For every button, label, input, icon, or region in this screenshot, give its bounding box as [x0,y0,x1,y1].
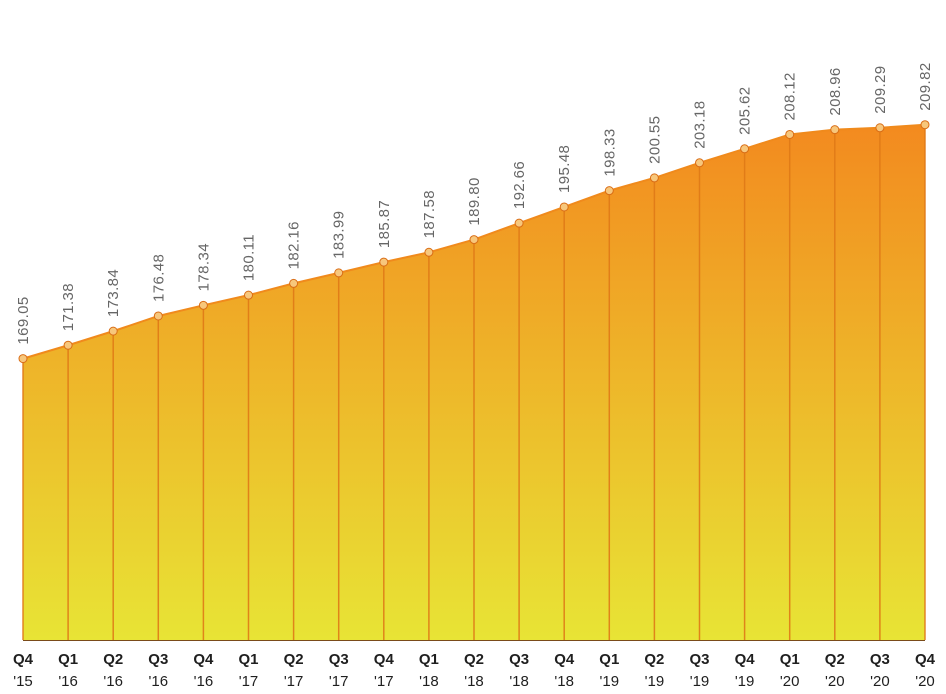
data-point [469,235,479,245]
data-label: 200.55 [646,116,663,164]
x-tick-year: '16 [149,673,169,690]
data-point [649,173,659,183]
data-label: 208.96 [827,67,844,115]
x-tick-quarter: Q2 [644,651,664,668]
x-tick-year: '19 [735,673,755,690]
x-tick-quarter: Q2 [825,651,845,668]
x-tick-quarter: Q4 [13,651,34,668]
data-label: 195.48 [556,145,573,193]
x-tick-quarter: Q4 [915,651,936,668]
data-label: 203.18 [692,101,709,149]
x-tick-quarter: Q1 [58,651,78,668]
data-label: 169.05 [15,296,32,344]
data-label: 209.82 [917,62,934,110]
x-tick-quarter: Q1 [599,651,619,668]
x-tick-year: '19 [645,673,665,690]
x-tick-year: '17 [284,673,304,690]
data-point [289,278,299,288]
data-point [424,247,434,257]
data-label: 171.38 [60,283,77,331]
data-point [244,290,253,300]
data-label: 182.16 [286,221,303,269]
x-tick-year: '20 [915,673,935,690]
x-tick-year: '19 [690,673,710,690]
x-tick-quarter: Q1 [238,651,258,668]
data-point [785,129,795,139]
data-label: 185.87 [376,200,393,248]
x-tick-quarter: Q3 [329,651,349,668]
data-labels: 169.05 171.38 173.84 176.48 178.34 180.11 182.… [15,62,934,344]
data-point [198,300,208,310]
data-point [514,218,524,228]
data-label: 180.11 [241,234,258,281]
data-label: 176.48 [150,254,167,302]
x-tick-year: '17 [374,673,394,690]
data-points [18,120,930,364]
x-tick-quarter: Q2 [464,651,484,668]
x-tick-year: '18 [509,673,529,690]
x-tick-quarter: Q2 [284,651,304,668]
data-label: 208.12 [782,72,799,120]
x-tick-quarter: Q4 [193,651,214,668]
x-tick-year: '17 [329,673,349,690]
x-tick-year: '18 [554,673,574,690]
data-point [153,311,163,321]
data-point [830,125,840,135]
data-label: 198.33 [601,128,618,176]
x-axis: Q4 '15 Q1 '16 Q2 '16 Q3 '16 Q4 '16 Q1 '17 Q2 '17 Q3 '17… [13,640,936,690]
data-label: 183.99 [331,211,348,259]
data-point [695,158,704,168]
x-tick-year: '15 [13,673,33,690]
x-tick-year: '18 [464,673,484,690]
x-tick-quarter: Q1 [780,651,800,668]
x-tick-year: '16 [194,673,214,690]
x-tick-quarter: Q3 [689,651,709,668]
data-point [875,123,885,133]
x-tick-quarter: Q4 [554,651,575,668]
data-label: 192.66 [511,161,528,209]
data-point [108,326,118,336]
data-point [18,354,28,364]
data-point [604,186,614,196]
data-label: 173.84 [105,269,122,317]
x-tick-quarter: Q4 [735,651,756,668]
x-tick-year: '16 [58,673,78,690]
drop-lines [22,124,926,640]
data-label: 209.29 [872,65,889,113]
x-tick-year: '20 [780,673,800,690]
data-point [379,257,389,267]
x-tick-year: '20 [825,673,845,690]
data-point [559,202,569,212]
data-label: 189.80 [466,177,483,225]
data-point [920,120,930,130]
data-label: 187.58 [421,190,438,238]
x-tick-quarter: Q3 [870,651,890,668]
x-tick-quarter: Q1 [419,651,439,668]
x-tick-quarter: Q2 [103,651,123,668]
data-point [63,340,73,350]
data-point [334,268,344,278]
x-tick-year: '20 [870,673,890,690]
x-tick-quarter: Q4 [374,651,395,668]
x-tick-year: '17 [239,673,259,690]
x-tick-year: '16 [103,673,123,690]
x-tick-year: '19 [600,673,620,690]
x-tick-year: '18 [419,673,439,690]
data-point [740,144,750,154]
data-label: 205.62 [737,87,754,135]
x-tick-quarter: Q3 [509,651,529,668]
data-label: 178.34 [195,243,212,291]
x-tick-quarter: Q3 [148,651,168,668]
